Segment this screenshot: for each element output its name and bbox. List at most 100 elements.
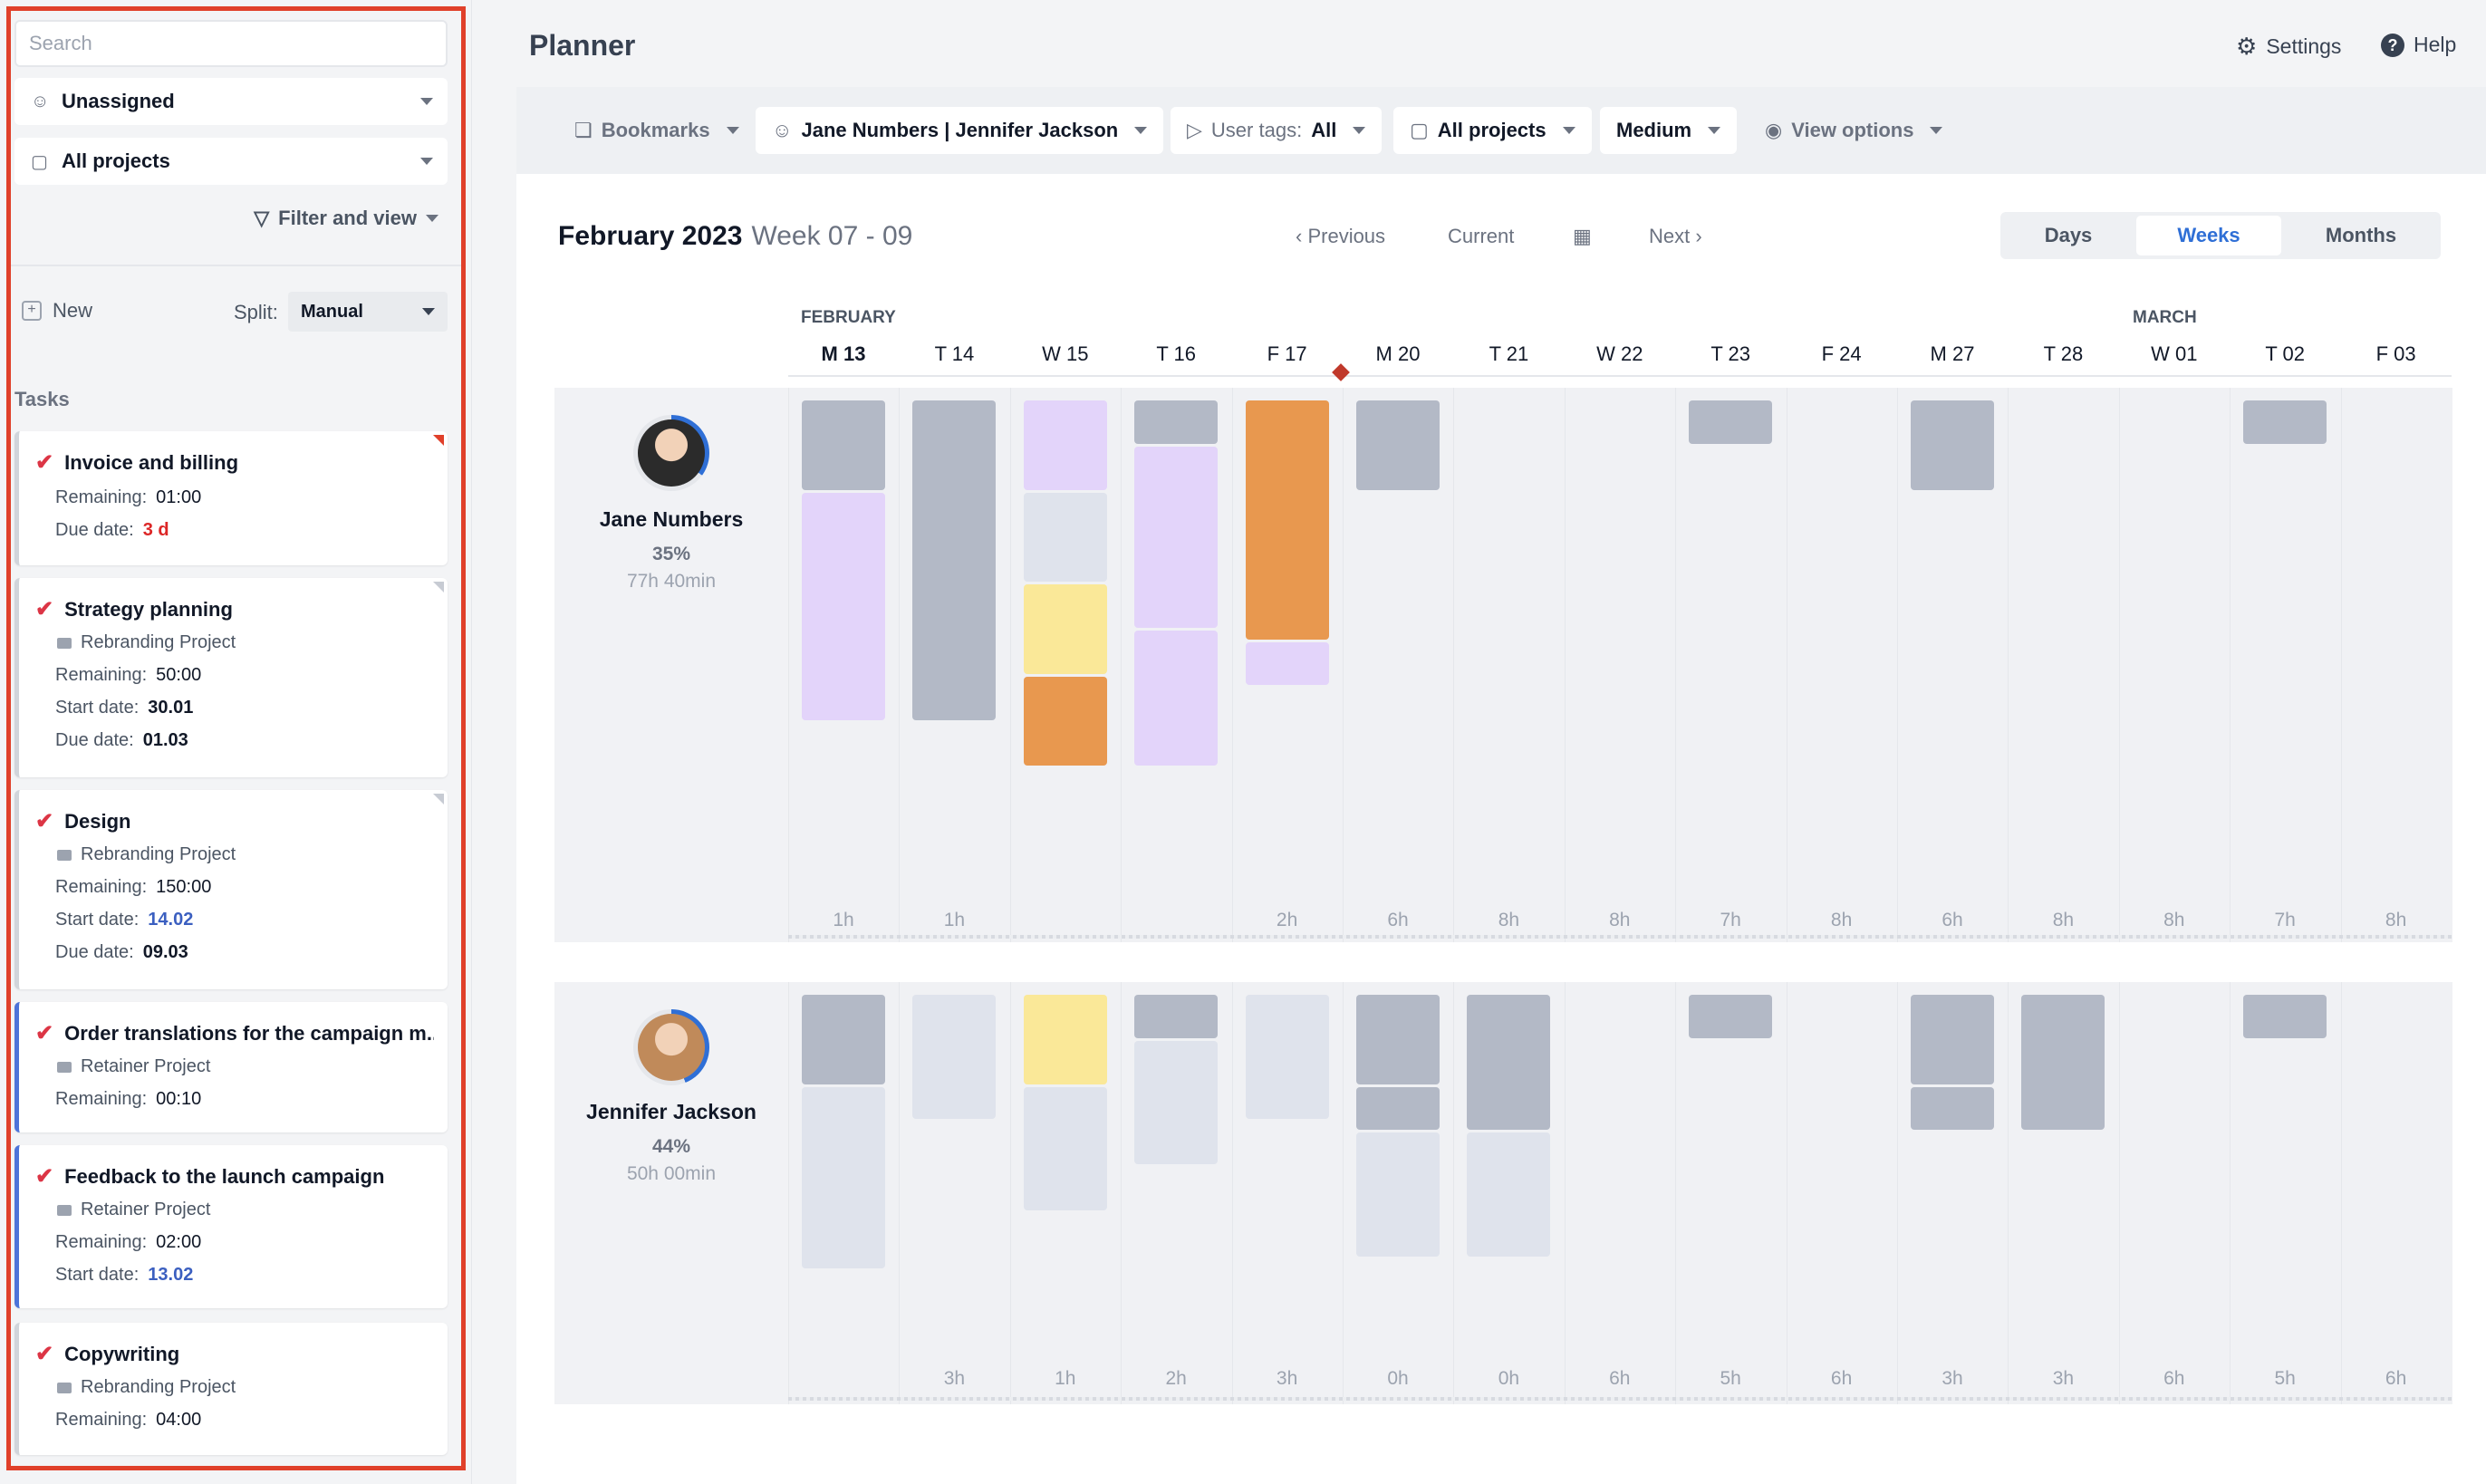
view-weeks-button[interactable]: Weeks <box>2136 216 2281 255</box>
view-options-dropdown[interactable]: ◉ View options <box>1749 107 1959 154</box>
task-block[interactable] <box>1911 995 1994 1084</box>
task-block[interactable] <box>1356 995 1440 1084</box>
day-header[interactable]: T 14 <box>934 342 975 365</box>
day-cell[interactable] <box>1786 982 1898 1404</box>
day-header[interactable]: T 16 <box>1156 342 1196 365</box>
task-block[interactable] <box>2243 995 2327 1038</box>
task-block[interactable] <box>802 492 885 720</box>
day-cell[interactable] <box>1786 388 1898 942</box>
day-cell[interactable] <box>2340 388 2452 942</box>
day-cell[interactable] <box>2118 388 2231 942</box>
search-input[interactable]: Search <box>14 20 448 67</box>
task-block[interactable] <box>1689 995 1773 1038</box>
day-header[interactable]: F 24 <box>1821 342 1862 365</box>
task-block[interactable] <box>1023 492 1107 583</box>
project-select[interactable]: ▢ All projects <box>14 138 448 185</box>
task-block[interactable] <box>1023 400 1107 490</box>
projects-dropdown[interactable]: ▢ All projects <box>1393 107 1592 154</box>
day-cell[interactable] <box>2340 982 2452 1404</box>
day-cell[interactable] <box>2230 388 2342 942</box>
day-header[interactable]: W 01 <box>2151 342 2198 365</box>
task-card[interactable]: ✔ Strategy planning Rebranding Project Re… <box>14 578 448 777</box>
task-block[interactable] <box>1356 1132 1440 1258</box>
task-block[interactable] <box>1134 1040 1219 1165</box>
day-header[interactable]: T 28 <box>2043 342 2084 365</box>
calendar-picker-button[interactable]: ▦ <box>1573 225 1592 248</box>
task-block[interactable] <box>1023 676 1107 766</box>
task-block[interactable] <box>1023 1086 1107 1211</box>
task-card[interactable]: ✔ Invoice and billing Remaining: 01:00 Due… <box>14 431 448 565</box>
task-block[interactable] <box>1911 1086 1994 1131</box>
bookmarks-dropdown[interactable]: ❏ Bookmarks <box>558 107 756 154</box>
due-label: Due date: <box>55 520 134 540</box>
task-block[interactable] <box>2021 995 2105 1131</box>
task-block[interactable] <box>1134 400 1219 444</box>
users-dropdown[interactable]: ☺ Jane Numbers | Jennifer Jackson <box>756 107 1164 154</box>
day-header[interactable]: T 23 <box>1710 342 1750 365</box>
filter-and-view-button[interactable]: ▽ Filter and view <box>254 207 438 230</box>
new-task-button[interactable]: + New <box>22 299 92 323</box>
task-block[interactable] <box>1134 446 1219 628</box>
day-header[interactable]: F 17 <box>1267 342 1307 365</box>
remaining-hours-label: 8h <box>1830 910 1853 930</box>
task-block[interactable] <box>912 400 997 720</box>
day-header[interactable]: T 02 <box>2265 342 2305 365</box>
task-block[interactable] <box>1245 400 1329 640</box>
day-header[interactable]: T 21 <box>1489 342 1529 365</box>
day-cell[interactable] <box>2008 388 2120 942</box>
day-cell[interactable] <box>2230 982 2342 1404</box>
previous-button[interactable]: ‹ Previous <box>1296 225 1385 248</box>
task-block[interactable] <box>2243 400 2327 444</box>
current-button[interactable]: Current <box>1448 225 1515 247</box>
day-cell[interactable] <box>1564 388 1676 942</box>
split-select[interactable]: Manual <box>288 292 448 332</box>
task-block[interactable] <box>912 995 997 1119</box>
task-block[interactable] <box>1023 584 1107 674</box>
task-block[interactable] <box>1689 400 1773 444</box>
task-card[interactable]: ✔ Design Rebranding Project Remaining: 150… <box>14 790 448 989</box>
day-header[interactable]: M 27 <box>1930 342 1975 365</box>
settings-button[interactable]: ⚙ Settings <box>2236 33 2341 61</box>
priority-corner-icon <box>433 435 444 446</box>
day-cell[interactable] <box>1564 982 1676 1404</box>
task-block[interactable] <box>1467 995 1551 1131</box>
day-cell[interactable] <box>1675 982 1787 1404</box>
remaining-hours-label: 6h <box>1830 1368 1853 1389</box>
task-block[interactable] <box>1911 400 1994 490</box>
task-card[interactable]: ✔ Order translations for the campaign m..… <box>14 1002 448 1132</box>
task-block[interactable] <box>1356 400 1440 490</box>
density-dropdown[interactable]: Medium <box>1600 107 1738 154</box>
task-block[interactable] <box>1134 631 1219 766</box>
view-days-button[interactable]: Days <box>2044 224 2093 246</box>
next-button[interactable]: Next › <box>1649 225 1702 248</box>
day-header[interactable]: M 13 <box>821 342 866 365</box>
priority-corner-icon <box>433 794 444 805</box>
task-block[interactable] <box>1467 1132 1551 1258</box>
plus-icon: + <box>22 301 42 321</box>
task-block[interactable] <box>802 995 885 1084</box>
task-block[interactable] <box>1134 995 1219 1038</box>
task-card[interactable]: ✔ Feedback to the launch campaign Retaine… <box>14 1145 448 1308</box>
help-button[interactable]: ? Help <box>2381 33 2456 57</box>
filter-and-view-label: Filter and view <box>278 207 417 229</box>
day-header[interactable]: F 03 <box>2375 342 2416 365</box>
avatar[interactable] <box>633 415 709 491</box>
day-cell[interactable] <box>1453 388 1566 942</box>
day-header[interactable]: W 22 <box>1596 342 1643 365</box>
task-block[interactable] <box>1023 995 1107 1084</box>
remaining-hours-label: 8h <box>2163 910 2185 930</box>
view-months-button[interactable]: Months <box>2325 224 2397 246</box>
task-block[interactable] <box>802 1086 885 1268</box>
day-cell[interactable] <box>1675 388 1787 942</box>
user-tags-dropdown[interactable]: ▷ User tags: All <box>1171 107 1383 154</box>
avatar[interactable] <box>633 1009 709 1085</box>
assignee-select[interactable]: ☺ Unassigned <box>14 78 448 125</box>
task-block[interactable] <box>1245 995 1329 1119</box>
day-header[interactable]: W 15 <box>1042 342 1089 365</box>
task-block[interactable] <box>802 400 885 490</box>
task-card[interactable]: ✔ Copywriting Rebranding Project Remainin… <box>14 1323 448 1455</box>
day-header[interactable]: M 20 <box>1375 342 1421 365</box>
task-block[interactable] <box>1356 1086 1440 1131</box>
day-cell[interactable] <box>2118 982 2231 1404</box>
task-block[interactable] <box>1245 641 1329 686</box>
